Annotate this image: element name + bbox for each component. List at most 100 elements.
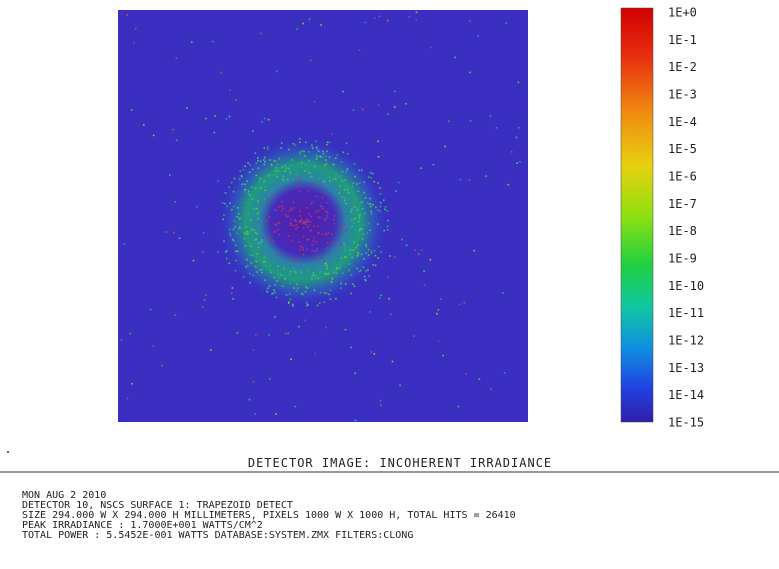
- speckle: [224, 251, 227, 253]
- speckle: [161, 364, 163, 367]
- speckle: [359, 182, 361, 184]
- speckle: [454, 56, 456, 59]
- speckle: [358, 216, 361, 219]
- speckle: [292, 304, 294, 307]
- speckle: [321, 156, 324, 158]
- speckle: [367, 176, 370, 178]
- speckle: [239, 170, 241, 172]
- speckle: [343, 256, 346, 258]
- speckle: [354, 197, 356, 199]
- speckle: [269, 239, 271, 242]
- speckle: [255, 260, 258, 263]
- speckle: [369, 311, 371, 313]
- speckle: [242, 168, 245, 171]
- speckle: [277, 277, 280, 279]
- speckle: [370, 210, 372, 213]
- speckle: [234, 226, 236, 228]
- speckle: [250, 245, 252, 247]
- speckle: [363, 212, 366, 215]
- speckle: [373, 353, 376, 355]
- speckle: [294, 218, 296, 221]
- speckle: [319, 217, 321, 219]
- speckle: [246, 258, 248, 261]
- speckle: [502, 292, 504, 294]
- speckle: [253, 229, 255, 231]
- speckle: [306, 270, 308, 272]
- speckle: [289, 273, 291, 276]
- speckle: [331, 133, 333, 136]
- speckle: [319, 291, 322, 294]
- speckle: [262, 236, 264, 239]
- speckle: [344, 246, 346, 248]
- speckle: [283, 180, 285, 183]
- speckle: [405, 244, 408, 247]
- speckle: [349, 249, 352, 251]
- speckle: [129, 332, 132, 335]
- speckle: [284, 164, 286, 167]
- speckle: [271, 164, 273, 166]
- speckle: [235, 259, 237, 262]
- speckle: [205, 117, 207, 120]
- speckle: [352, 249, 355, 251]
- speckle: [252, 380, 255, 383]
- speckle: [322, 257, 324, 260]
- speckle: [280, 274, 282, 276]
- speckle: [357, 190, 360, 192]
- colorbar-label: 1E-7: [668, 197, 697, 211]
- colorbar-label: 1E-9: [668, 252, 697, 266]
- speckle: [326, 143, 328, 146]
- speckle: [352, 182, 355, 185]
- speckle: [326, 211, 329, 214]
- speckle: [342, 151, 345, 154]
- speckle: [174, 201, 176, 203]
- speckle: [367, 222, 370, 225]
- speckle: [370, 351, 373, 353]
- speckle: [386, 210, 388, 212]
- speckle: [256, 271, 258, 273]
- speckle: [307, 218, 309, 221]
- speckle: [357, 244, 359, 246]
- speckle: [285, 167, 288, 169]
- speckle: [322, 150, 324, 153]
- speckle: [313, 100, 316, 103]
- speckle: [331, 163, 334, 166]
- speckle: [390, 313, 392, 316]
- speckle: [346, 188, 349, 191]
- speckle: [275, 70, 278, 73]
- speckle: [360, 228, 363, 230]
- speckle: [255, 174, 258, 177]
- speckle: [353, 222, 355, 225]
- speckle: [257, 217, 259, 220]
- speckle: [370, 176, 372, 179]
- speckle: [311, 201, 313, 204]
- speckle: [230, 181, 233, 184]
- speckle: [345, 202, 347, 205]
- speckle: [201, 306, 204, 308]
- speckle: [255, 334, 257, 336]
- speckle: [303, 150, 305, 153]
- speckle: [325, 210, 327, 213]
- speckle: [195, 206, 198, 208]
- speckle: [326, 267, 328, 270]
- speckle: [361, 238, 364, 240]
- speckle: [348, 263, 351, 265]
- speckle: [344, 230, 347, 233]
- speckle: [134, 27, 137, 30]
- speckle: [316, 304, 319, 307]
- speckle: [242, 276, 245, 278]
- speckle: [457, 405, 460, 408]
- speckle: [318, 216, 320, 219]
- speckle: [249, 272, 251, 275]
- speckle: [351, 256, 353, 259]
- speckle: [354, 419, 357, 422]
- speckle: [244, 188, 247, 191]
- speckle: [325, 326, 327, 329]
- speckle: [236, 232, 239, 235]
- speckle: [429, 258, 432, 261]
- speckle: [222, 218, 224, 221]
- speckle: [311, 244, 314, 246]
- speckle: [230, 292, 233, 294]
- speckle: [414, 249, 417, 251]
- speckle: [143, 124, 145, 126]
- colorbar-label: 1E-12: [668, 334, 704, 348]
